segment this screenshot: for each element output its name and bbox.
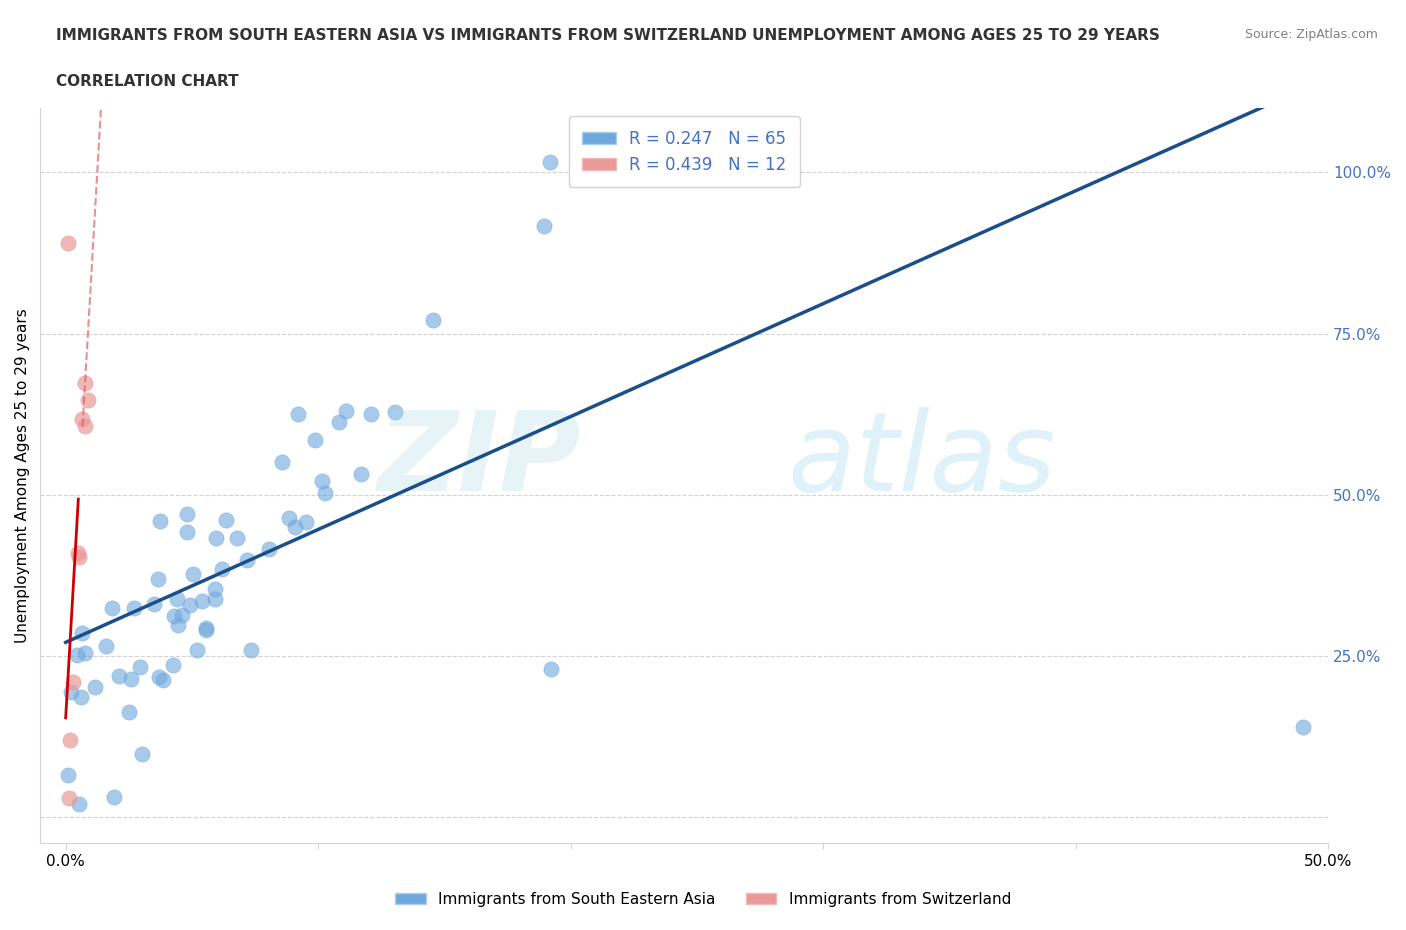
Point <box>176 506 198 521</box>
Point <box>384 405 406 419</box>
Point <box>67 550 90 565</box>
Point <box>73 418 96 433</box>
Point <box>70 412 93 427</box>
Point <box>75 645 97 660</box>
Point <box>304 432 326 447</box>
Point <box>69 689 91 704</box>
Point <box>58 236 80 251</box>
Point <box>58 768 80 783</box>
Point <box>172 607 194 622</box>
Point <box>533 219 555 233</box>
Point <box>124 601 146 616</box>
Point <box>146 572 169 587</box>
Point <box>195 620 218 635</box>
Point <box>142 597 165 612</box>
Point <box>204 582 226 597</box>
Y-axis label: Unemployment Among Ages 25 to 29 years: Unemployment Among Ages 25 to 29 years <box>15 308 30 643</box>
Point <box>271 455 294 470</box>
Text: ZIP: ZIP <box>378 407 581 514</box>
Text: Source: ZipAtlas.com: Source: ZipAtlas.com <box>1244 28 1378 41</box>
Text: IMMIGRANTS FROM SOUTH EASTERN ASIA VS IMMIGRANTS FROM SWITZERLAND UNEMPLOYMENT A: IMMIGRANTS FROM SOUTH EASTERN ASIA VS IM… <box>56 28 1160 43</box>
Point <box>683 73 706 88</box>
Point <box>595 153 617 168</box>
Point <box>659 77 682 92</box>
Point <box>240 643 263 658</box>
Point <box>360 406 382 421</box>
Point <box>176 525 198 539</box>
Point <box>278 511 301 525</box>
Point <box>69 797 91 812</box>
Point <box>540 661 562 676</box>
Point <box>131 747 153 762</box>
Text: atlas: atlas <box>787 407 1056 514</box>
Point <box>204 592 226 607</box>
Point <box>76 392 98 407</box>
Point <box>118 705 141 720</box>
Point <box>70 625 93 640</box>
Point <box>83 680 105 695</box>
Point <box>62 674 84 689</box>
Point <box>538 154 561 169</box>
Point <box>148 670 170 684</box>
Point <box>120 671 142 686</box>
Point <box>166 591 188 606</box>
Point <box>422 312 444 327</box>
Point <box>211 562 233 577</box>
Point <box>215 512 238 527</box>
Point <box>186 643 208 658</box>
Point <box>66 648 89 663</box>
Point <box>226 530 249 545</box>
Point <box>181 567 204 582</box>
Point <box>163 609 186 624</box>
Point <box>59 733 82 748</box>
Point <box>66 545 89 560</box>
Point <box>94 639 117 654</box>
Point <box>295 514 318 529</box>
Legend: R = 0.247   N = 65, R = 0.439   N = 12: R = 0.247 N = 65, R = 0.439 N = 12 <box>569 116 800 187</box>
Point <box>204 530 226 545</box>
Point <box>350 467 373 482</box>
Legend: Immigrants from South Eastern Asia, Immigrants from Switzerland: Immigrants from South Eastern Asia, Immi… <box>389 886 1017 913</box>
Point <box>162 658 184 672</box>
Point <box>107 669 129 684</box>
Text: CORRELATION CHART: CORRELATION CHART <box>56 74 239 89</box>
Point <box>179 598 201 613</box>
Point <box>129 659 152 674</box>
Point <box>284 519 307 534</box>
Point <box>59 684 82 699</box>
Point <box>73 376 96 391</box>
Point <box>1292 720 1315 735</box>
Point <box>58 790 80 805</box>
Point <box>167 618 190 632</box>
Point <box>287 406 309 421</box>
Point <box>103 790 125 804</box>
Point <box>314 485 336 500</box>
Point <box>152 673 174 688</box>
Point <box>191 593 214 608</box>
Point <box>194 622 217 637</box>
Point <box>335 404 357 418</box>
Point <box>311 473 333 488</box>
Point <box>149 514 172 529</box>
Point <box>101 601 124 616</box>
Point <box>236 552 259 567</box>
Point <box>257 541 280 556</box>
Point <box>328 415 350 430</box>
